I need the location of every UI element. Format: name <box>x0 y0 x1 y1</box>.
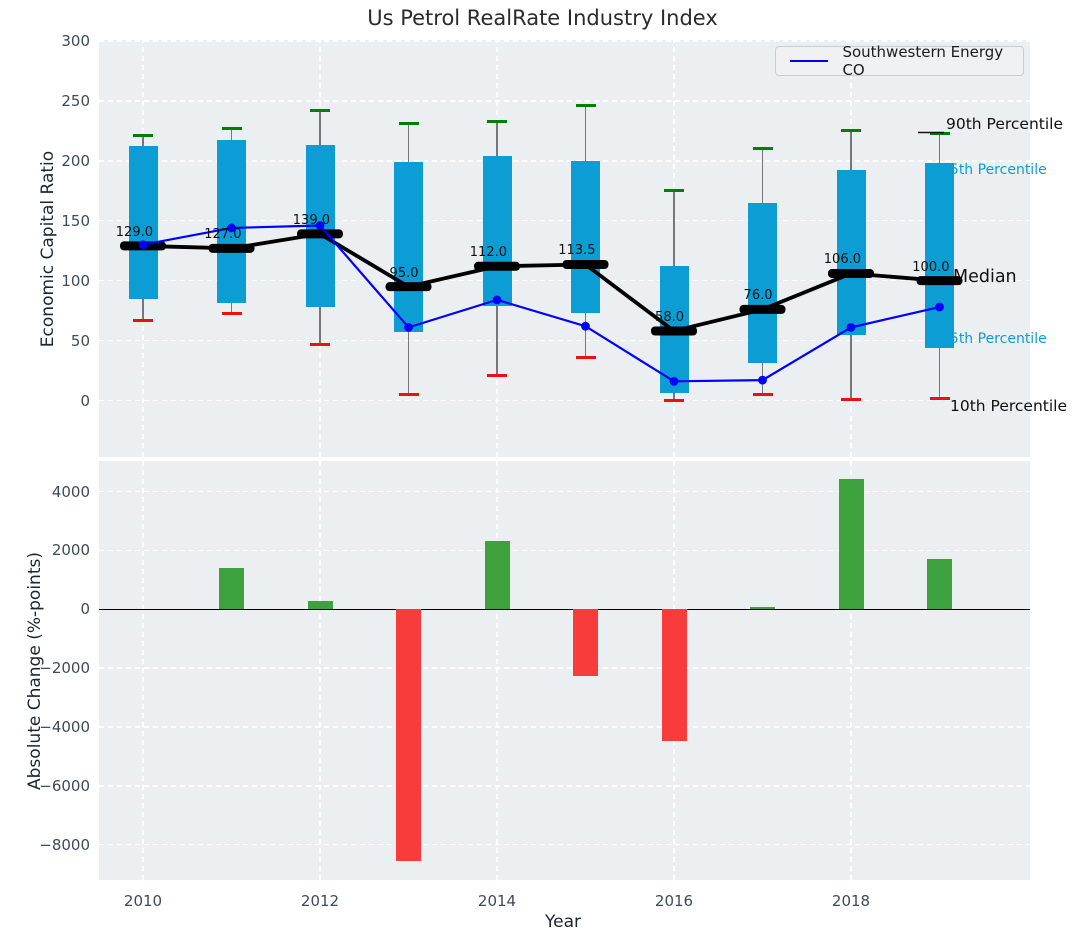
gridline <box>99 549 1030 552</box>
top-plot-area <box>99 40 1030 457</box>
gridline <box>673 461 675 880</box>
gridline <box>99 220 1030 222</box>
gridline <box>99 279 1030 282</box>
gridline <box>142 461 144 880</box>
x-tick-label: 2010 <box>123 892 163 910</box>
x-tick-label: 2014 <box>477 892 517 910</box>
gridline <box>99 844 1030 846</box>
gridline <box>142 40 144 457</box>
y-tick-label: 300 <box>61 32 90 50</box>
gridline <box>99 100 1030 102</box>
y-tick-label: 4000 <box>51 482 90 501</box>
y-tick-label: 250 <box>61 91 90 110</box>
gridline <box>319 461 321 880</box>
gridline <box>99 726 1030 728</box>
bottom-plot-area <box>99 461 1030 880</box>
gridline <box>496 461 498 880</box>
gridline <box>99 399 1030 402</box>
gridline <box>850 40 852 457</box>
y-tick-label: 0 <box>80 391 90 410</box>
x-axis-label: Year <box>545 912 581 932</box>
legend-line-sample <box>790 60 829 62</box>
chart-title: Us Petrol RealRate Industry Index <box>367 6 718 30</box>
gridline <box>99 785 1030 787</box>
x-tick-label: 2018 <box>831 892 871 910</box>
gridline <box>496 40 498 457</box>
gridline <box>850 461 852 880</box>
gridline <box>99 339 1030 342</box>
gridline <box>319 40 321 457</box>
y-tick-label: −8000 <box>39 835 90 854</box>
gridline <box>99 160 1030 162</box>
gridline <box>99 608 1030 610</box>
legend: Southwestern Energy CO <box>775 43 1024 79</box>
gridline <box>673 40 675 457</box>
x-tick-label: 2016 <box>654 892 694 910</box>
gridline <box>99 667 1030 669</box>
top-y-axis-label: Economic Capital Ratio <box>38 150 58 348</box>
x-tick-label: 2012 <box>300 892 340 910</box>
bottom-y-axis-label: Absolute Change (%-points) <box>25 552 45 790</box>
legend-label: Southwestern Energy CO <box>842 43 1004 79</box>
gridline <box>99 490 1030 493</box>
gridline <box>99 40 1030 42</box>
